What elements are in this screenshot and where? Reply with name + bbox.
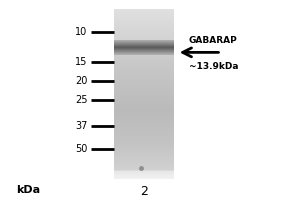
Text: GABARAP: GABARAP bbox=[189, 36, 237, 45]
Text: ~13.9kDa: ~13.9kDa bbox=[189, 62, 238, 71]
Text: 20: 20 bbox=[75, 76, 88, 86]
Text: 50: 50 bbox=[75, 144, 88, 154]
Text: kDa: kDa bbox=[16, 185, 40, 195]
Text: 2: 2 bbox=[140, 185, 148, 198]
Text: 15: 15 bbox=[75, 57, 88, 67]
Text: 10: 10 bbox=[75, 27, 88, 37]
Text: 25: 25 bbox=[75, 95, 88, 105]
Text: 37: 37 bbox=[75, 121, 88, 131]
